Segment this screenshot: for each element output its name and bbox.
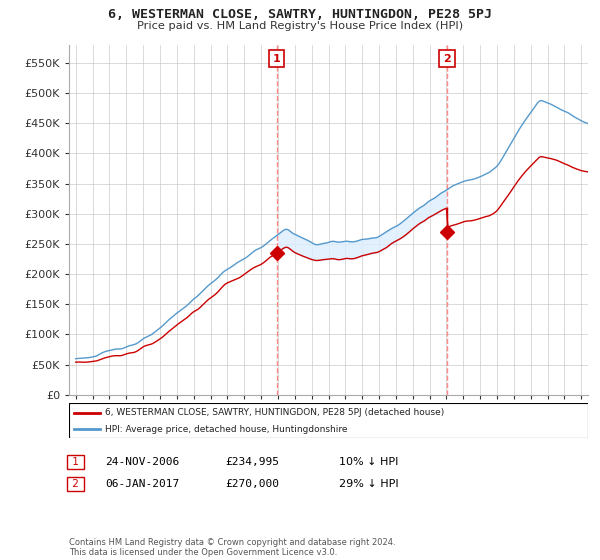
Text: 6, WESTERMAN CLOSE, SAWTRY, HUNTINGDON, PE28 5PJ (detached house): 6, WESTERMAN CLOSE, SAWTRY, HUNTINGDON, … <box>106 408 445 417</box>
Text: 2: 2 <box>443 54 451 63</box>
Text: 06-JAN-2017: 06-JAN-2017 <box>105 479 179 489</box>
Text: HPI: Average price, detached house, Huntingdonshire: HPI: Average price, detached house, Hunt… <box>106 424 348 434</box>
Text: 10% ↓ HPI: 10% ↓ HPI <box>339 457 398 467</box>
Text: 6, WESTERMAN CLOSE, SAWTRY, HUNTINGDON, PE28 5PJ: 6, WESTERMAN CLOSE, SAWTRY, HUNTINGDON, … <box>108 8 492 21</box>
Text: 1: 1 <box>69 457 82 467</box>
Text: 29% ↓ HPI: 29% ↓ HPI <box>339 479 398 489</box>
Text: Contains HM Land Registry data © Crown copyright and database right 2024.
This d: Contains HM Land Registry data © Crown c… <box>69 538 395 557</box>
Text: £270,000: £270,000 <box>225 479 279 489</box>
Text: £234,995: £234,995 <box>225 457 279 467</box>
Text: 24-NOV-2006: 24-NOV-2006 <box>105 457 179 467</box>
Text: Price paid vs. HM Land Registry's House Price Index (HPI): Price paid vs. HM Land Registry's House … <box>137 21 463 31</box>
Text: 1: 1 <box>272 54 280 63</box>
Text: 2: 2 <box>69 479 82 489</box>
